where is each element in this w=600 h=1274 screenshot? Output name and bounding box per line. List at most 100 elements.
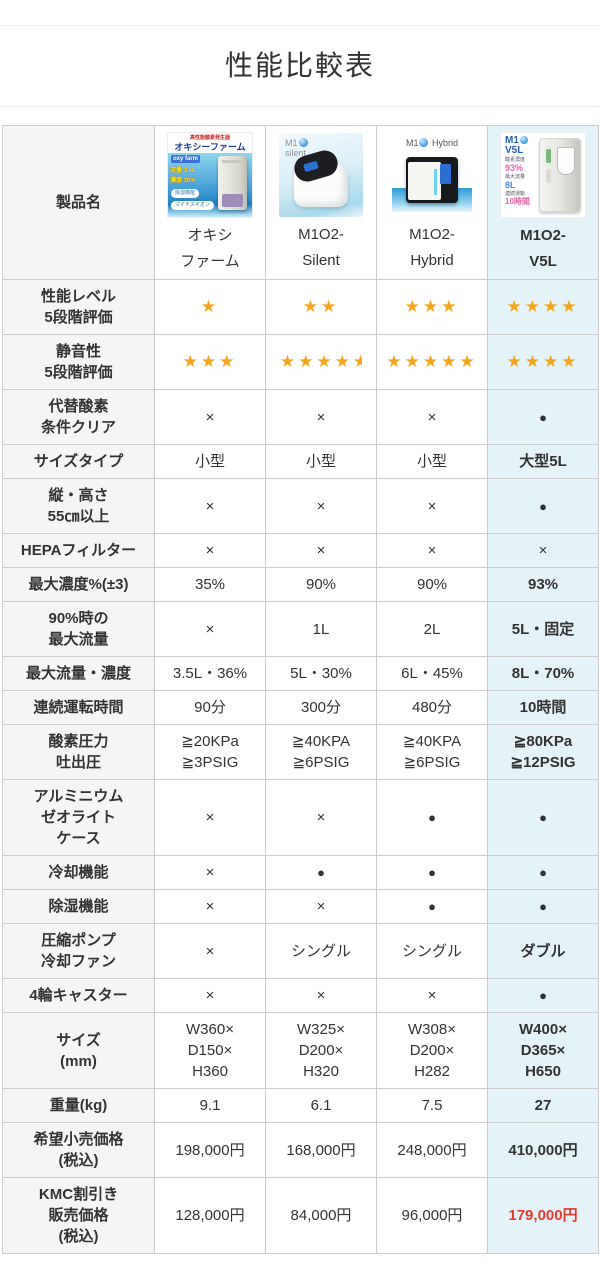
cell-text: ≧20KPa [181,733,239,750]
v5l-device-graphic [539,138,581,212]
value-cell: W400× D365× H650 [487,1012,599,1089]
value-cell: 5L・30% [265,656,377,691]
table-row: 最大流量・濃度 3.5L・36% 5L・30% 6L・45% 8L・70% [2,656,599,691]
cell-text: 84,000円 [290,1207,352,1224]
value-cell: ● [487,855,599,890]
star-rating: ★★★★ [506,297,580,316]
cell-text: W308× [408,1021,456,1038]
table-row: 除湿機能 × × ● ● [2,889,599,924]
row-label: HEPAフィルター [2,533,155,568]
table-row: 最大濃度%(±3) 35% 90% 90% 93% [2,567,599,602]
title-divider-bottom [0,106,600,107]
cell-text: 6L・45% [401,665,463,682]
value-cell: ★★★★ [487,334,599,390]
oxyfarm-title: オキシーファーム [174,142,246,152]
cross-mark: × [316,809,326,826]
star-rating: ★★★★ [506,352,580,371]
value-cell: × [265,478,377,534]
oxyfarm-graphic: oxy farm 流量 3.5L 濃度 30% 除湿機能 マイナスイオン [168,153,252,217]
filled-circle-mark: ● [539,409,547,425]
row-label: 4輪キャスター [2,978,155,1013]
cross-mark: × [205,408,215,426]
value-cell: × [376,533,488,568]
cell-text: 90% [305,576,337,593]
m1o-sphere-icon [419,138,429,147]
value-cell: 9.1 [154,1088,266,1123]
half-star: ★ [353,351,362,372]
star-rating: ★ [200,297,220,316]
product-image-m1o2-hybrid: M1 Hybrid [390,133,474,217]
cross-mark: × [427,408,437,426]
cross-mark: × [205,809,215,826]
cell-text: 198,000円 [175,1141,245,1159]
value-cell: ★★★★★ [376,334,488,390]
value-cell: × [265,533,377,568]
value-cell: × [265,389,377,445]
hybrid-device-graphic [406,157,458,203]
value-cell: 90分 [154,690,266,725]
product-name-oxyfarm: オキシ ファーム [180,227,240,270]
cell-text: 6.1 [310,1097,332,1114]
cell-text: W325× [297,1021,345,1038]
m1o-sphere-icon [519,136,528,144]
cross-mark: × [205,620,215,638]
row-label: 酸素圧力 吐出圧 [2,724,155,780]
product-name-header: 製品名 [2,125,155,280]
oxyfarm-logo: oxy farm [171,155,201,163]
value-cell: × [154,889,266,924]
product-col-oxyfarm: 高性能酸素発生器 オキシーファーム oxy farm 流量 3.5L 濃度 30… [154,125,266,280]
table-row: サイズ (mm) W360× D150× H360 W325× D200× H320 W308×… [2,1012,599,1089]
table-row: 連続運転時間 90分 300分 480分 10時間 [2,690,599,725]
value-cell: × [154,978,266,1013]
product-image-m1o2-silent: M1 silent [279,133,363,217]
cell-text: ≧40KPA [402,733,462,750]
filled-circle-mark: ● [317,865,325,880]
row-label: 重量(kg) [2,1088,155,1123]
cell-text: 90% [416,576,448,593]
value-cell: ● [376,779,488,856]
cell-text: 5L・30% [290,665,352,682]
cell-text: H282 [414,1063,450,1080]
star-rating: ★★★★★ [386,352,478,371]
product-col-m1o2-hybrid: M1 Hybrid M1O2- Hybrid [376,125,488,280]
star-rating: ★★ [302,297,340,316]
value-cell: ● [376,855,488,890]
value-cell: × [265,889,377,924]
value-cell: 168,000円 [265,1122,377,1178]
value-cell: ● [487,889,599,924]
table-row: 縦・高さ 55㎝以上 × × × ● [2,478,599,534]
cell-text: 27 [534,1097,552,1114]
cross-mark: × [316,408,326,426]
cell-text: 248,000円 [397,1141,467,1159]
cross-mark: × [427,542,437,559]
hybrid-brand-text: M1 Hybrid [405,138,459,148]
cell-text: 300分 [300,699,342,716]
cell-text: 小型 [305,453,336,470]
cell-text: 410,000円 [508,1141,578,1159]
value-cell: ★★★★★ [265,334,377,390]
value-cell: W360× D150× H360 [154,1012,266,1089]
value-cell: ● [487,779,599,856]
value-cell: 8L・70% [487,656,599,691]
value-cell: ダブル [487,923,599,979]
cross-mark: × [205,542,215,559]
cell-text: ≧12PSIG [510,754,576,771]
value-cell: シングル [265,923,377,979]
cell-text: 9.1 [199,1097,221,1114]
cell-text: 96,000円 [401,1207,463,1224]
table-row: 90%時の 最大流量 × 1L 2L 5L・固定 [2,601,599,657]
cell-text: 93% [527,576,559,593]
value-cell: ● [376,889,488,924]
row-label: 静音性 5段階評価 [2,334,155,390]
table-row: 希望小売価格 (税込) 198,000円 168,000円 248,000円 410,00… [2,1122,599,1178]
row-label: KMC割引き 販売価格 (税込) [2,1177,155,1254]
cell-text: W400× [519,1021,567,1038]
value-cell: 96,000円 [376,1177,488,1254]
cell-text: 大型5L [519,453,567,470]
cell-text: 35% [194,576,226,593]
value-cell: 128,000円 [154,1177,266,1254]
cross-mark: × [316,987,326,1004]
row-label: 性能レベル 5段階評価 [2,279,155,335]
cell-text: 7.5 [421,1097,443,1114]
value-cell: × [154,478,266,534]
